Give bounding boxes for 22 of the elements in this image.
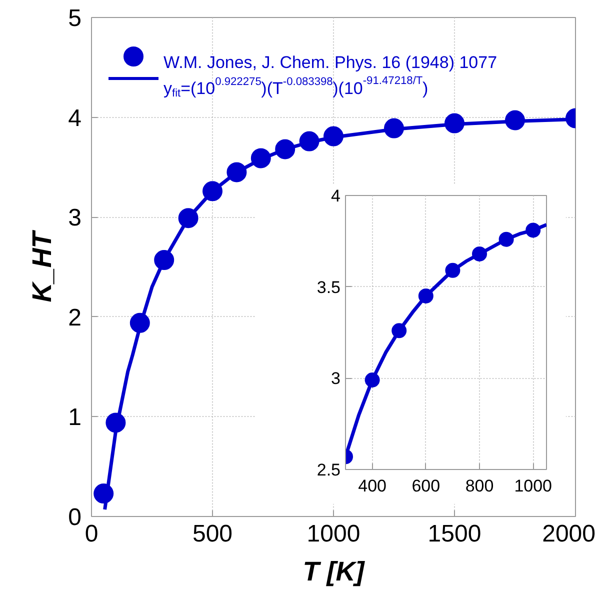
x-tick-label: 2000 xyxy=(542,520,595,548)
y-tick-label: 5 xyxy=(68,5,82,32)
x-tick-label: 1000 xyxy=(514,476,552,496)
y-tick-label: 0 xyxy=(68,504,82,531)
y-axis-title: K_HT xyxy=(27,229,58,302)
x-axis-title: T [K] xyxy=(302,556,366,586)
y-tick-label: 3.5 xyxy=(316,278,341,297)
x-tick-label: 1500 xyxy=(428,520,482,548)
legend-label: W.M. Jones, J. Chem. Phys. 16 (1948) 1077 xyxy=(164,53,498,72)
y-tick-label: 4 xyxy=(331,186,341,206)
y-tick-label: 2 xyxy=(68,304,82,332)
y-tick-label: 4 xyxy=(68,104,82,132)
y-tick-label: 1 xyxy=(68,404,82,432)
x-tick-label: 0 xyxy=(84,520,98,548)
x-tick-label: 400 xyxy=(358,476,386,496)
y-tick-label: 3 xyxy=(331,369,341,388)
x-tick-label: 500 xyxy=(192,520,233,548)
x-tick-label: 800 xyxy=(465,476,494,496)
x-tick-label: 1000 xyxy=(306,520,360,548)
y-tick-label: 2.5 xyxy=(316,460,341,480)
y-tick-label: 3 xyxy=(68,204,82,232)
x-tick-label: 600 xyxy=(412,476,440,496)
